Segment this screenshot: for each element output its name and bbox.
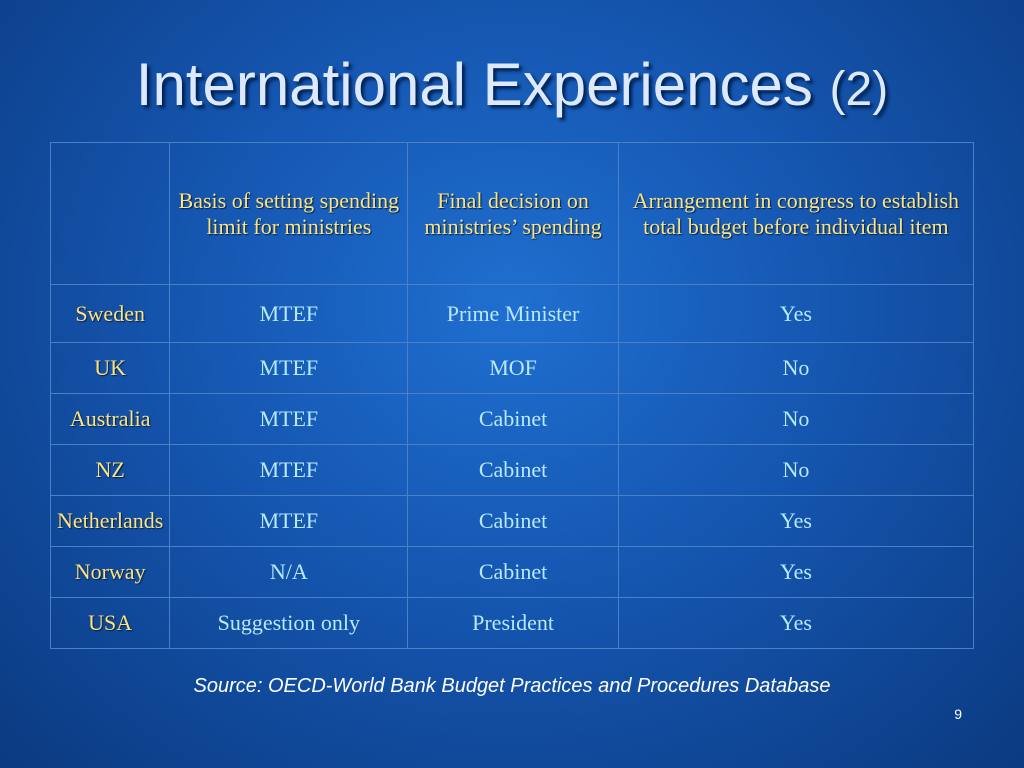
table-row: NZ MTEF Cabinet No xyxy=(49,444,975,496)
cell: No xyxy=(617,393,975,445)
column-header: Final decision on ministries’ spending xyxy=(407,142,619,285)
table: Basis of setting spending limit for mini… xyxy=(49,142,975,649)
cell: No xyxy=(617,342,975,394)
table-row: Australia MTEF Cabinet No xyxy=(49,393,975,445)
table-row: Sweden MTEF Prime Minister Yes xyxy=(49,284,975,343)
row-header: Netherlands xyxy=(49,495,171,547)
column-header xyxy=(49,142,171,285)
row-header: Australia xyxy=(49,393,171,445)
title-text: International Experiences xyxy=(135,51,813,118)
title-suffix: (2) xyxy=(829,63,889,116)
cell: MOF xyxy=(407,342,619,394)
cell: MTEF xyxy=(169,342,409,394)
cell: Cabinet xyxy=(407,546,619,598)
cell: President xyxy=(407,597,619,649)
header-row: Basis of setting spending limit for mini… xyxy=(49,142,975,285)
cell: MTEF xyxy=(169,284,409,343)
table-row: Norway N/A Cabinet Yes xyxy=(49,546,975,598)
cell: N/A xyxy=(169,546,409,598)
cell: Cabinet xyxy=(407,393,619,445)
column-header: Basis of setting spending limit for mini… xyxy=(169,142,409,285)
table-row: Netherlands MTEF Cabinet Yes xyxy=(49,495,975,547)
cell: Suggestion only xyxy=(169,597,409,649)
cell: Yes xyxy=(617,597,975,649)
row-header: USA xyxy=(49,597,171,649)
cell: Yes xyxy=(617,284,975,343)
source: Source: OECD-World Bank Budget Practices… xyxy=(193,675,831,697)
column-header: Arrangement in congress to establish tot… xyxy=(617,142,975,285)
title: International Experiences (2) xyxy=(0,50,1024,119)
cell: Yes xyxy=(617,546,975,598)
cell: MTEF xyxy=(169,393,409,445)
cell: Prime Minister xyxy=(407,284,619,343)
table-row: UK MTEF MOF No xyxy=(49,342,975,394)
cell: Yes xyxy=(617,495,975,547)
table-row: USA Suggestion only President Yes xyxy=(49,597,975,649)
row-header: UK xyxy=(49,342,171,394)
row-header: Norway xyxy=(49,546,171,598)
page-number: 9 xyxy=(954,706,962,722)
cell: MTEF xyxy=(169,444,409,496)
cell: Cabinet xyxy=(407,444,619,496)
cell: No xyxy=(617,444,975,496)
cell: Cabinet xyxy=(407,495,619,547)
row-header: Sweden xyxy=(49,284,171,343)
row-header: NZ xyxy=(49,444,171,496)
cell: MTEF xyxy=(169,495,409,547)
